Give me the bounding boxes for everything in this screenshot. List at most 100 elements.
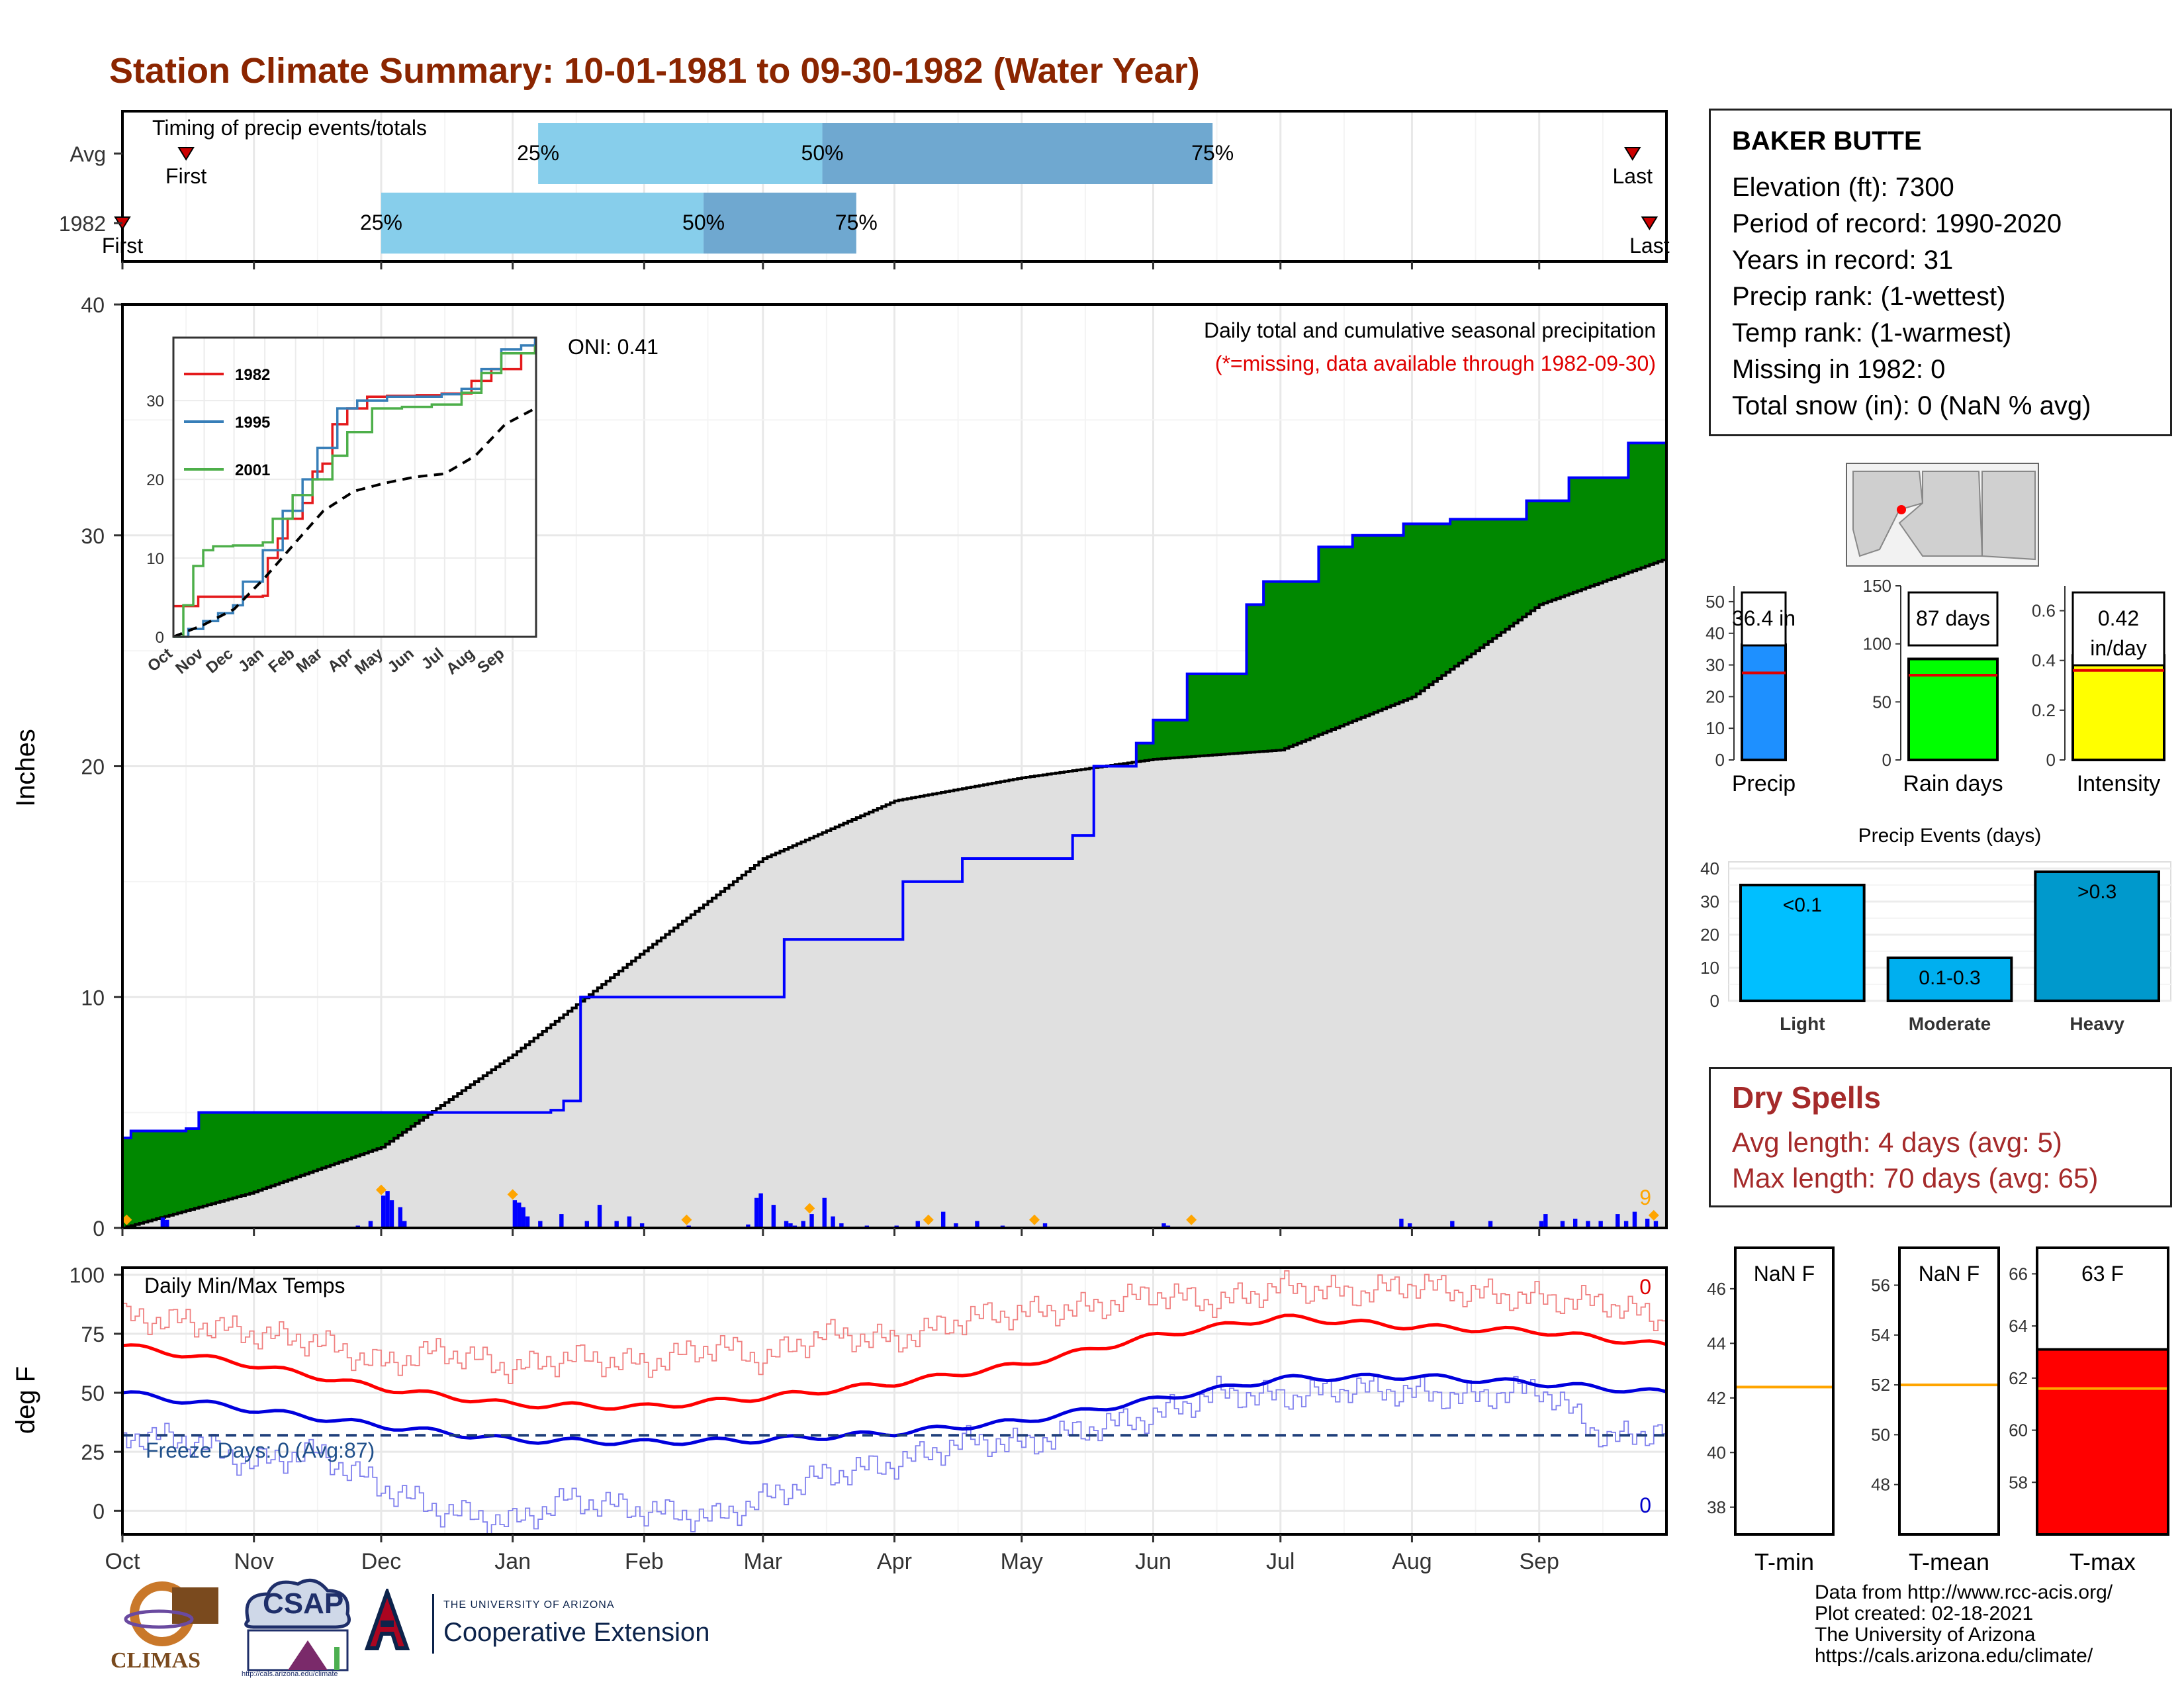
events-ytick-label: 10 <box>1700 958 1719 978</box>
credits-line: https://cals.arizona.edu/climate/ <box>1815 1645 2093 1667</box>
summary-value-box-2 <box>2071 591 2165 667</box>
daily-precip-bar <box>1539 1221 1544 1228</box>
month-axis-label: Feb <box>625 1549 664 1574</box>
events-ytick-label: 0 <box>1710 991 1719 1011</box>
bar-ytick-label: 20 <box>1706 686 1725 706</box>
daily-precip-bar <box>512 1200 518 1228</box>
daily-precip-bar <box>1399 1219 1404 1228</box>
timing-p50-label: 50% <box>682 211 725 234</box>
dry-spells-title: Dry Spells <box>1732 1080 1881 1115</box>
daily-precip-marker <box>804 1203 815 1214</box>
precip-panel: 0 10 20 30 40 Daily total and cumulative seas… <box>11 293 1668 1241</box>
timing-p50-label: 50% <box>801 141 844 165</box>
inset-month-label: Mar <box>293 645 326 677</box>
daily-precip-marker <box>1648 1209 1659 1221</box>
events-ytick-label: 40 <box>1700 859 1719 878</box>
month-axis-label: Jul <box>1266 1549 1295 1574</box>
timing-p25-label: 25% <box>517 141 559 165</box>
precip-y-axis-label: Inches <box>11 729 40 807</box>
daily-precip-bar <box>1632 1211 1637 1228</box>
bar-ytick-label: 42 <box>1707 1388 1726 1408</box>
temp-series-max_daily <box>122 1270 1667 1384</box>
inset-month-label: Jun <box>385 645 418 677</box>
bar-ytick-label: 58 <box>2009 1472 2028 1492</box>
events-bar-2 <box>2034 870 2160 1002</box>
inset-series-2001 <box>173 345 537 638</box>
temp-series-min_daily <box>122 1374 1667 1536</box>
timing-first-marker <box>177 147 195 161</box>
cumulative-avg-line <box>122 558 1668 1229</box>
summary-bar-label: Precip <box>1732 771 1796 796</box>
timing-row-label: 1982 <box>59 212 106 236</box>
bar-ytick-label: 50 <box>1872 692 1891 712</box>
daily-precip-bar <box>525 1216 530 1228</box>
daily-precip-bar <box>385 1191 390 1228</box>
bar-ytick-label: 44 <box>1707 1333 1726 1353</box>
daily-precip-bar <box>1042 1223 1048 1228</box>
bar-ytick-label: 54 <box>1871 1325 1890 1345</box>
station-temp-rank: Temp rank: (1-warmest) <box>1732 318 2012 348</box>
daily-precip-bar <box>1450 1221 1455 1228</box>
ua-small-label: THE UNIVERSITY OF ARIZONA <box>443 1599 615 1611</box>
daily-precip-bar <box>639 1223 645 1228</box>
inset-series-1982 <box>173 342 537 608</box>
month-axis-label: Dec <box>361 1549 401 1574</box>
inset-month-label: Feb <box>265 645 298 677</box>
daily-precip-bar <box>614 1221 619 1228</box>
daily-precip-marker <box>681 1214 692 1225</box>
events-category-label: Heavy <box>2070 1013 2124 1034</box>
inset-panel: 0 10 20 30 1982 1995 2001 OctNovDecJanFebMarApr… <box>144 336 537 679</box>
temp-ytick-label: 50 <box>81 1382 105 1405</box>
daily-precip-bar <box>754 1197 759 1228</box>
summary-bar-2 <box>2071 654 2165 762</box>
temp-summary-label: T-min <box>1754 1548 1814 1575</box>
summary-value-label: 0.42 <box>2098 606 2139 630</box>
temp-series-min_avg <box>122 1372 1667 1446</box>
timing-title: Timing of precip events/totals <box>152 116 427 140</box>
credits: Data from http://www.rcc-acis.org/ Plot … <box>1815 1582 2172 1667</box>
temp-series-max_avg <box>122 1313 1667 1411</box>
inset-month-label: Dec <box>203 645 236 677</box>
timing-row-label: Avg <box>69 142 106 166</box>
daily-precip-bar <box>784 1221 789 1228</box>
precip-ytick-label: 0 <box>93 1217 105 1241</box>
daily-precip-marker <box>121 1214 132 1225</box>
daily-precip-bar <box>1572 1219 1578 1228</box>
ua-divider <box>432 1594 434 1654</box>
summary-value-box-0 <box>1741 591 1787 647</box>
daily-precip-marker <box>923 1214 934 1225</box>
inset-ytick-label: 20 <box>146 471 164 489</box>
daily-precip-bar <box>521 1207 525 1228</box>
station-name: BAKER BUTTE <box>1732 126 1922 156</box>
inset-month-label: Jul <box>418 645 447 673</box>
precip-ytick-label: 40 <box>81 293 105 317</box>
daily-precip-bar <box>559 1214 564 1228</box>
daily-precip-bar <box>1488 1221 1493 1228</box>
bar-ytick-label: 0 <box>1882 750 1891 770</box>
daily-precip-bar <box>839 1223 844 1228</box>
daily-precip-bar <box>822 1197 827 1228</box>
daily-precip-marker <box>1186 1214 1197 1225</box>
station-years: Years in record: 31 <box>1732 246 1954 275</box>
cumulative-1982-line <box>121 387 1668 1228</box>
ua-logo <box>364 1589 410 1650</box>
inset-month-label: Aug <box>443 645 478 679</box>
daily-precip-bar <box>1623 1221 1629 1228</box>
summary-bar-label: Intensity <box>2077 771 2161 796</box>
timing-p25-label: 25% <box>360 211 402 234</box>
summary-value-label: 87 days <box>1916 606 1990 630</box>
climas-logo <box>124 1581 218 1646</box>
inset-frame <box>172 336 537 638</box>
timing-bar-25-50 <box>538 123 823 184</box>
bar-ytick-label: 0 <box>2046 750 2056 770</box>
daily-precip-bar <box>1543 1214 1548 1228</box>
daily-precip-bar <box>831 1216 835 1228</box>
bar-ytick-label: 50 <box>1871 1425 1890 1444</box>
daily-precip-bar <box>381 1196 386 1228</box>
month-axis-label: Jun <box>1135 1549 1171 1574</box>
credits-line: Data from http://www.rcc-acis.org/ <box>1815 1581 2113 1603</box>
daily-precip-bar <box>788 1223 793 1228</box>
inset-month-label: Sep <box>474 645 508 677</box>
bar-ytick-label: 0.6 <box>2032 601 2056 621</box>
